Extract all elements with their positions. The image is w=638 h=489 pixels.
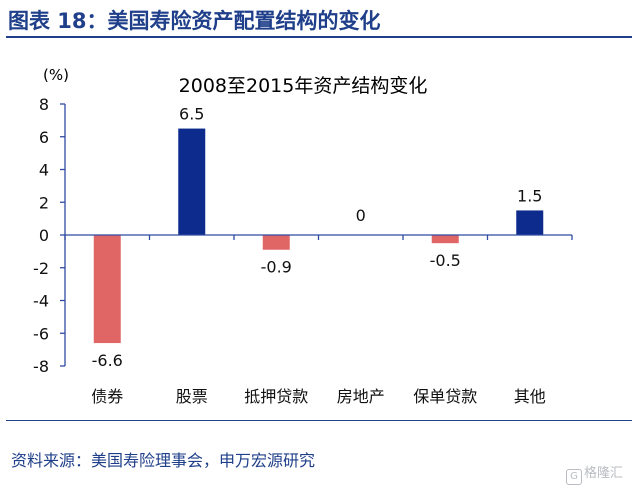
bar-5: [516, 210, 544, 235]
source-divider: [6, 420, 632, 421]
x-category-label: 债券: [91, 387, 123, 406]
data-label: 1.5: [517, 186, 542, 205]
y-axis: 8 6 4 2 0 -2 -4 -6 -8: [33, 95, 66, 376]
x-category-label: 抵押贷款: [244, 387, 308, 406]
bar-chart: 2008至2015年资产结构变化 (%) 8 6 4 2 0 -2 -4 -6 -8 债券 股票 抵…: [33, 66, 573, 406]
chart-title: 2008至2015年资产结构变化: [179, 75, 428, 97]
data-label: -0.5: [430, 251, 461, 270]
y-tick-label: 0: [39, 226, 49, 245]
bar-2: [262, 235, 290, 250]
watermark-text: 格隆汇: [584, 466, 624, 481]
y-tick-label: -8: [33, 357, 49, 376]
bars: [93, 128, 544, 344]
bar-0: [93, 235, 121, 344]
y-tick-label: -4: [33, 292, 49, 311]
x-category-label: 股票: [176, 387, 208, 406]
y-tick-label: 4: [39, 161, 49, 180]
x-category-label: 其他: [514, 387, 546, 406]
bar-4: [431, 235, 459, 244]
x-category-label: 房地产: [337, 387, 385, 406]
data-label: -0.9: [261, 258, 292, 277]
y-axis-unit-label: (%): [43, 66, 69, 84]
y-tick-label: 8: [39, 95, 49, 114]
source-note: 资料来源：美国寿险理事会，申万宏源研究: [11, 451, 316, 470]
watermark: G 格隆汇: [566, 462, 623, 485]
figure-title: 图表 18：美国寿险资产配置结构的变化: [8, 9, 381, 33]
y-tick-label: -2: [33, 259, 49, 278]
data-labels: -6.6 6.5 -0.9 0 -0.5 1.5: [92, 105, 543, 371]
y-tick-label: 6: [39, 128, 49, 147]
data-label: 6.5: [179, 105, 204, 124]
title-divider: [6, 36, 632, 38]
y-tick-label: 2: [39, 193, 49, 212]
bar-1: [178, 128, 206, 235]
data-label: -6.6: [92, 351, 123, 370]
y-tick-label: -6: [33, 324, 49, 343]
data-label: 0: [356, 206, 366, 225]
watermark-logo-icon: G: [566, 469, 582, 485]
x-category-label: 保单贷款: [413, 387, 477, 406]
x-axis: 债券 股票 抵押贷款 房地产 保单贷款 其他: [64, 234, 573, 406]
